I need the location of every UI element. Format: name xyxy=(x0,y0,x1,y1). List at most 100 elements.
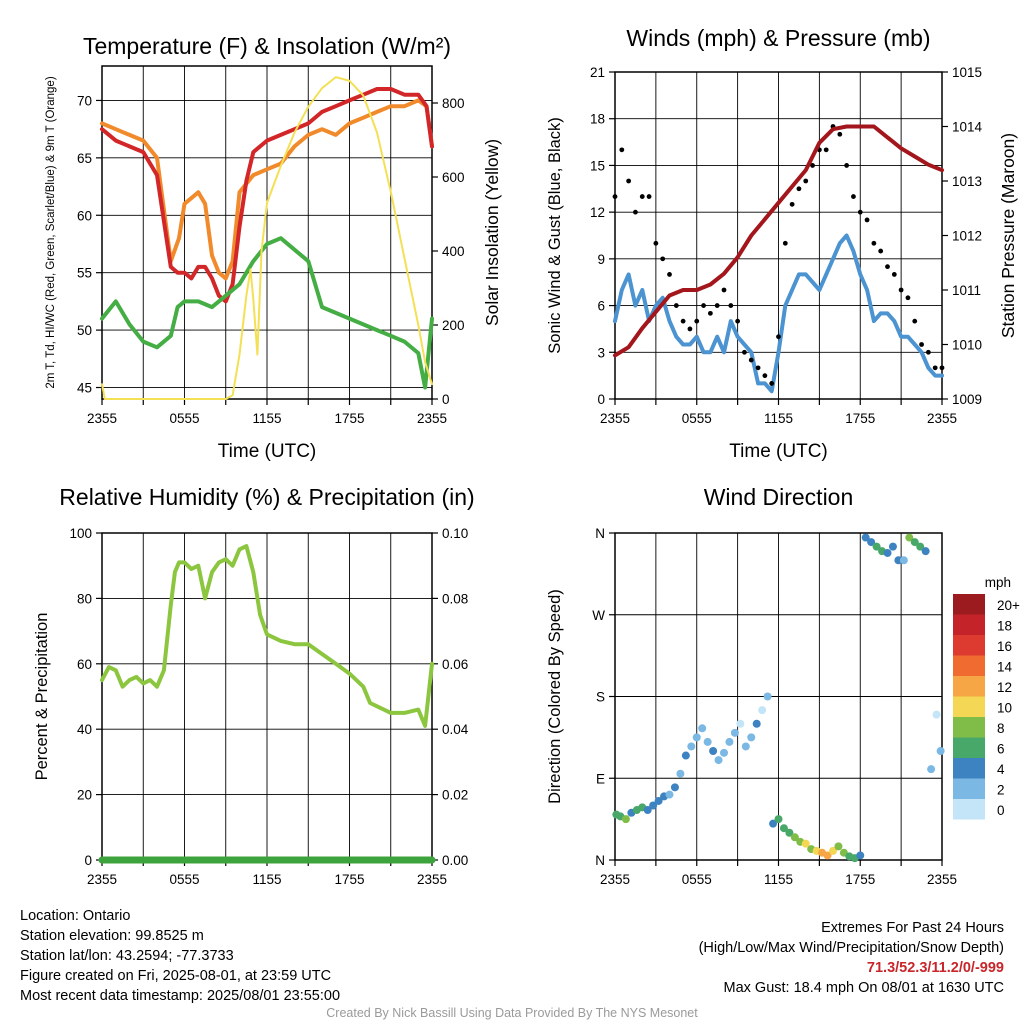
y-tick-label: 100 xyxy=(69,526,92,541)
extremes-legend: (High/Low/Max Wind/Precipitation/Snow De… xyxy=(698,940,1004,956)
y-tick-label: 20 xyxy=(77,788,92,803)
x-tick-label: 0555 xyxy=(169,411,199,426)
legend-label: 2 xyxy=(997,783,1005,798)
series-line-2 xyxy=(100,87,434,304)
panel-3: 0 20 40 60 80 100 0.00 0.02 0.04 0.06 0.08 0.10 2355… xyxy=(33,484,475,887)
direction-point xyxy=(785,828,794,837)
gust-point xyxy=(735,318,741,324)
series-line-4 xyxy=(101,76,433,400)
gust-point xyxy=(837,131,843,137)
y-tick-label: S xyxy=(596,690,605,705)
gust-point xyxy=(755,365,761,371)
y2-tick-label: 1012 xyxy=(952,229,982,244)
y-tick-label: 65 xyxy=(77,151,92,166)
direction-point xyxy=(927,765,936,774)
direction-point xyxy=(649,801,658,810)
y-tick-label: E xyxy=(596,771,605,786)
y-axis-label: Sonic Wind & Gust (Blue, Black) xyxy=(546,117,564,354)
direction-point xyxy=(883,548,892,557)
y-tick-label: 0 xyxy=(597,392,605,407)
x-tick-label: 0555 xyxy=(682,411,712,426)
x-tick-label: 1155 xyxy=(764,411,793,426)
direction-point xyxy=(774,815,783,824)
gust-point xyxy=(707,310,713,316)
direction-point xyxy=(709,747,718,755)
gust-point xyxy=(701,303,706,308)
direction-point xyxy=(730,728,739,737)
legend-swatch xyxy=(953,758,985,779)
direction-point xyxy=(932,710,941,719)
direction-point xyxy=(910,538,919,547)
y2-tick-label: 0.06 xyxy=(442,657,468,672)
legend-swatch xyxy=(953,737,985,758)
direction-point xyxy=(692,733,701,742)
direction-point xyxy=(752,719,761,728)
y-tick-label: N xyxy=(595,853,605,868)
panel-4: N E S W N 2355 0555 1155 1755 2355 Wind Direction D… xyxy=(546,484,1020,887)
y-tick-label: N xyxy=(595,526,605,541)
gust-point xyxy=(612,194,618,199)
gust-point xyxy=(857,209,863,215)
legend-label: 10 xyxy=(997,701,1012,716)
chart-title: Temperature (F) & Insolation (W/m²) xyxy=(83,33,451,59)
direction-point xyxy=(758,706,767,715)
legend-swatch xyxy=(953,696,985,717)
y-tick-label: W xyxy=(592,608,605,623)
y-tick-label: 70 xyxy=(77,93,92,108)
y2-tick-label: 0.00 xyxy=(442,853,468,868)
figure-created: Figure created on Fri, 2025-08-01, at 23… xyxy=(20,968,332,984)
direction-point xyxy=(665,790,674,799)
y-tick-label: 21 xyxy=(590,65,605,80)
gust-point xyxy=(667,272,672,277)
y2-tick-label: 800 xyxy=(442,96,465,111)
direction-point xyxy=(936,747,945,755)
x-tick-label: 1755 xyxy=(334,411,364,426)
gust-point xyxy=(653,240,659,246)
gust-point xyxy=(639,194,645,199)
gust-point xyxy=(905,295,911,301)
legend-swatch xyxy=(953,594,985,615)
y2-tick-label: 200 xyxy=(442,318,465,333)
legend-swatch xyxy=(953,799,985,820)
station-location: Location: Ontario xyxy=(20,908,131,924)
y-tick-label: 12 xyxy=(590,205,605,220)
gust-point xyxy=(748,357,754,363)
direction-point xyxy=(905,533,914,542)
gust-point xyxy=(919,342,924,347)
gust-point xyxy=(898,287,904,293)
y-tick-label: 55 xyxy=(77,266,92,281)
x-tick-label: 1755 xyxy=(845,872,875,887)
direction-point xyxy=(769,819,778,828)
station-latlon: Station lat/lon: 43.2594; -77.3733 xyxy=(20,948,234,964)
direction-point xyxy=(681,751,690,760)
extremes-title: Extremes For Past 24 Hours xyxy=(821,920,1004,936)
gust-point xyxy=(871,240,877,246)
y-tick-label: 0 xyxy=(84,853,92,868)
legend-swatch xyxy=(953,717,985,738)
x-tick-label: 2355 xyxy=(600,411,630,426)
x-axis-label: Time (UTC) xyxy=(729,441,828,462)
x-tick-label: 0555 xyxy=(169,872,199,887)
y-tick-label: 60 xyxy=(77,657,92,672)
direction-point xyxy=(741,742,750,751)
y-tick-label: 80 xyxy=(77,591,92,606)
gust-point xyxy=(864,217,870,223)
gust-point xyxy=(878,248,884,254)
gust-point xyxy=(851,194,856,199)
direction-point xyxy=(823,851,832,860)
gust-point xyxy=(646,194,652,199)
gust-point xyxy=(762,373,768,379)
legend-label: 18 xyxy=(997,619,1012,634)
gust-point xyxy=(673,303,679,308)
direction-point xyxy=(698,724,707,733)
y2-tick-label: 400 xyxy=(442,244,465,259)
extremes-info: Extremes For Past 24 Hours (High/Low/Max… xyxy=(699,918,1004,998)
most-recent-timestamp: Most recent data timestamp: 2025/08/01 2… xyxy=(20,988,341,1004)
legend-label: 0 xyxy=(997,803,1005,818)
x-tick-label: 1755 xyxy=(334,872,364,887)
gust-point xyxy=(660,256,666,262)
y2-tick-label: 1010 xyxy=(952,338,982,353)
legend-swatch xyxy=(953,778,985,799)
